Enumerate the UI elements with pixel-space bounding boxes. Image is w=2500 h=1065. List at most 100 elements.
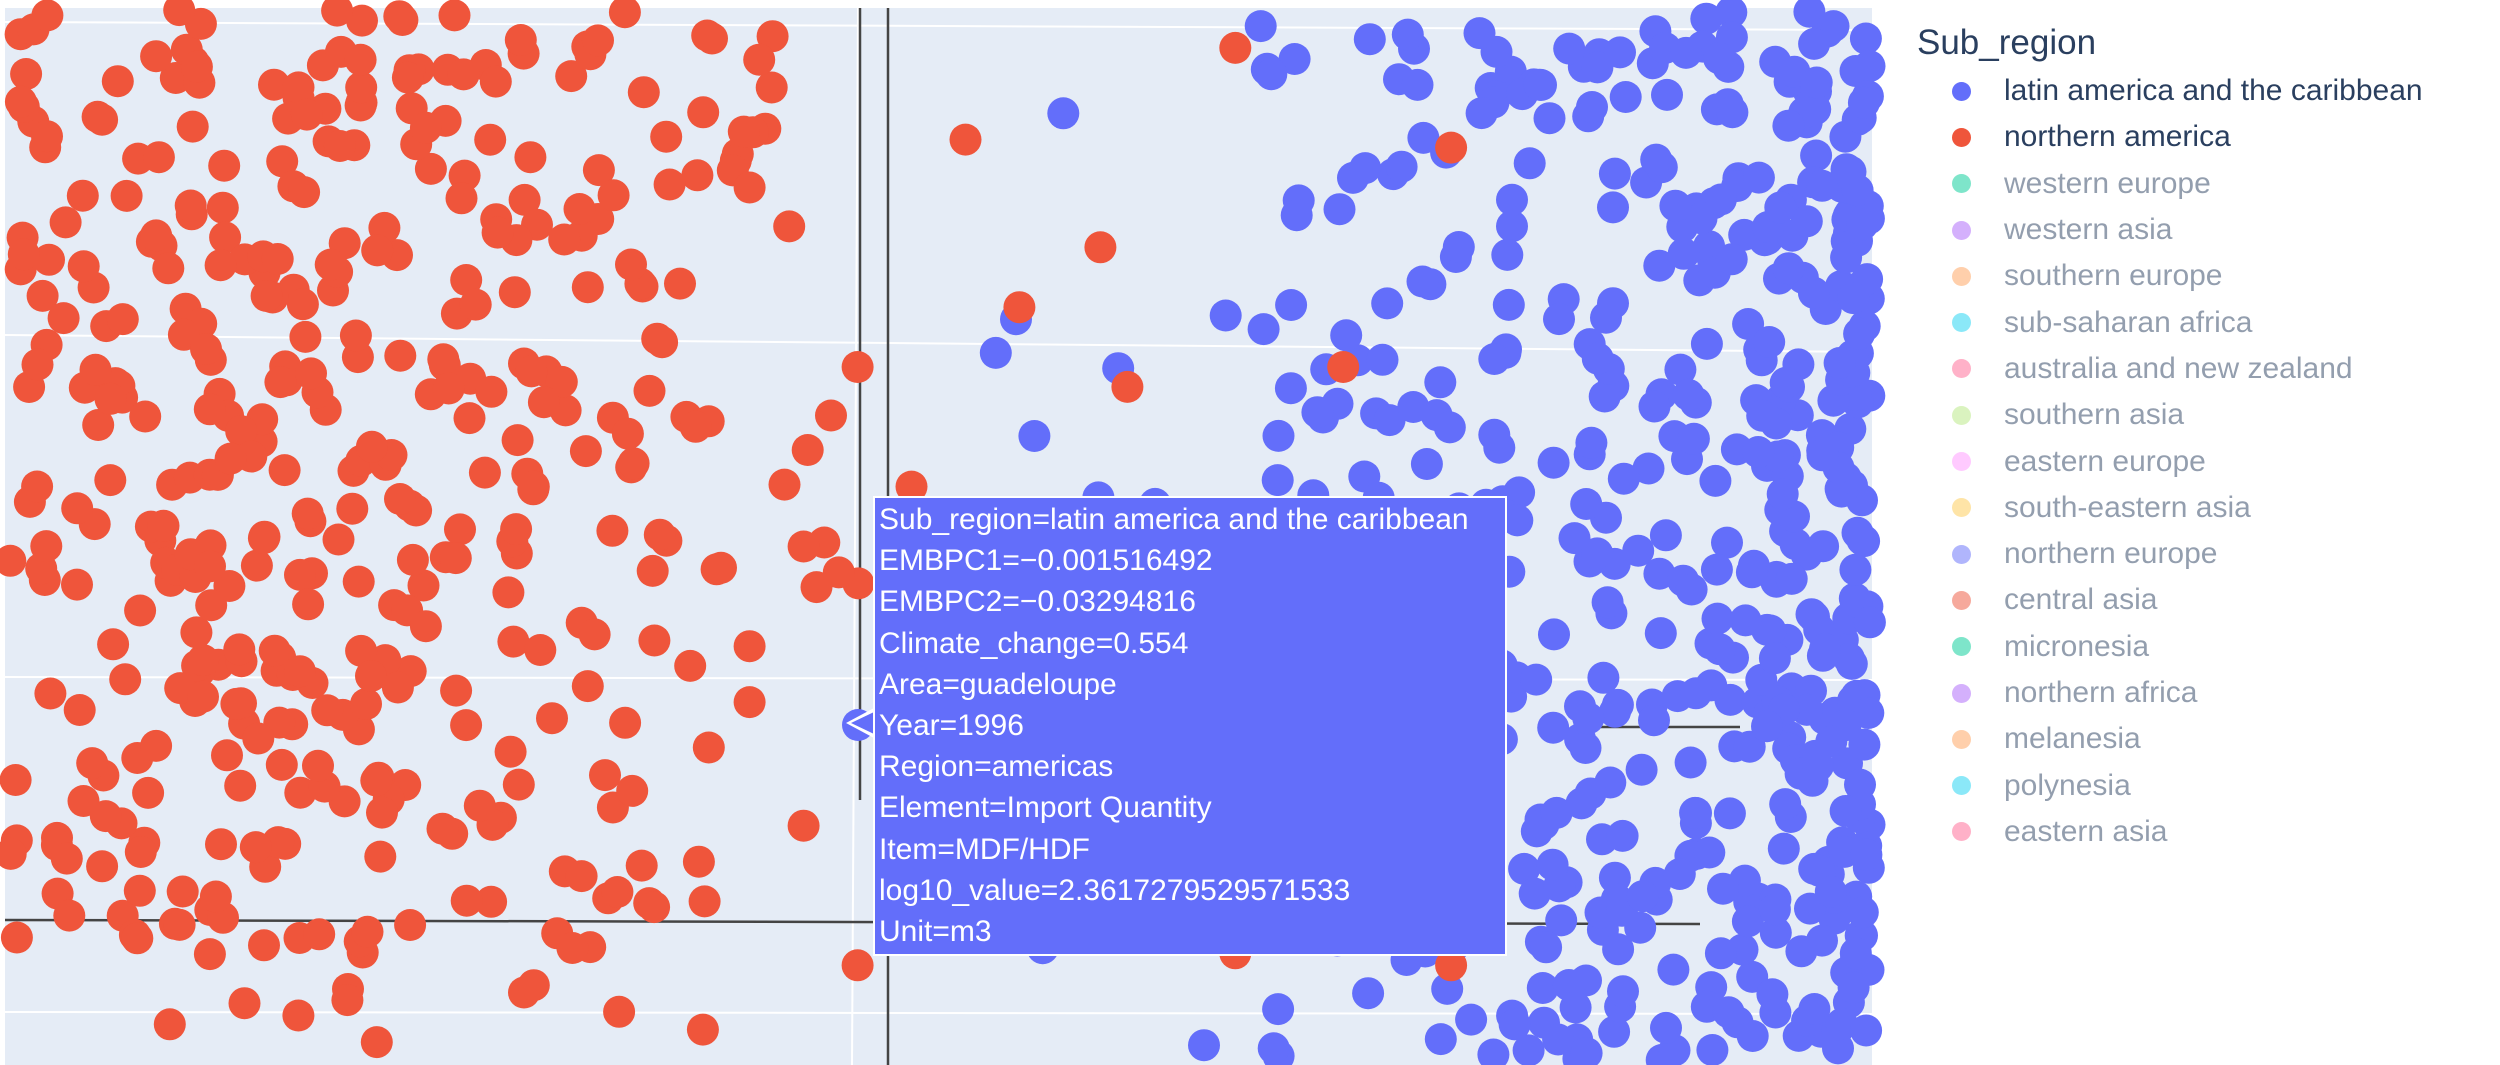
marker-latin-america[interactable] <box>1766 478 1799 510</box>
marker-latin-america[interactable] <box>1262 993 1295 1026</box>
marker-northern-america[interactable] <box>30 530 63 563</box>
marker-latin-america[interactable] <box>1209 299 1242 332</box>
marker-northern-america[interactable] <box>409 111 442 144</box>
marker-northern-america[interactable] <box>322 523 355 556</box>
marker-northern-america[interactable] <box>597 179 630 212</box>
marker-northern-america[interactable] <box>633 374 666 407</box>
marker-northern-america[interactable] <box>582 154 615 187</box>
legend-item[interactable]: eastern europe <box>1915 438 2495 484</box>
marker-latin-america[interactable] <box>1553 32 1586 65</box>
marker-latin-america[interactable] <box>1837 282 1870 315</box>
marker-latin-america[interactable] <box>1597 287 1629 320</box>
marker-northern-america[interactable] <box>569 435 602 468</box>
marker-northern-america[interactable] <box>578 618 611 651</box>
marker-latin-america[interactable] <box>1274 372 1307 405</box>
marker-latin-america[interactable] <box>1247 313 1280 346</box>
marker-northern-america[interactable] <box>674 649 707 682</box>
marker-northern-america[interactable] <box>331 984 364 1017</box>
marker-northern-america[interactable] <box>123 874 156 907</box>
marker-northern-america[interactable] <box>199 880 232 913</box>
marker-latin-america[interactable] <box>1822 1032 1854 1065</box>
marker-latin-america[interactable] <box>1570 1037 1603 1065</box>
marker-latin-america[interactable] <box>1716 96 1749 129</box>
marker-latin-america[interactable] <box>1847 86 1880 119</box>
marker-latin-america[interactable] <box>1526 972 1559 1004</box>
marker-northern-america[interactable] <box>66 179 99 212</box>
marker-northern-america[interactable] <box>10 58 43 90</box>
marker-latin-america[interactable] <box>1680 797 1712 829</box>
legend-item[interactable]: south-eastern asia <box>1915 485 2495 531</box>
legend-item[interactable]: eastern asia <box>1915 809 2495 855</box>
marker-northern-america[interactable] <box>247 522 280 555</box>
marker-latin-america[interactable] <box>1465 97 1498 130</box>
marker-latin-america[interactable] <box>1565 787 1598 820</box>
marker-latin-america[interactable] <box>1680 677 1712 710</box>
marker-northern-america[interactable] <box>383 0 416 33</box>
marker-northern-america[interactable] <box>180 616 213 649</box>
marker-northern-america[interactable] <box>611 417 644 450</box>
marker-northern-america[interactable] <box>733 686 766 719</box>
marker-northern-america[interactable] <box>224 769 257 802</box>
marker-latin-america[interactable] <box>1257 1032 1290 1065</box>
marker-northern-america[interactable] <box>682 845 715 878</box>
marker-latin-america[interactable] <box>1701 602 1734 635</box>
legend-item[interactable]: northern europe <box>1915 531 2495 577</box>
marker-latin-america[interactable] <box>1478 418 1511 451</box>
marker-northern-america[interactable] <box>524 634 557 666</box>
marker-latin-america[interactable] <box>1626 880 1659 913</box>
marker-latin-america[interactable] <box>1715 0 1748 29</box>
marker-northern-america[interactable] <box>447 58 480 91</box>
marker-latin-america[interactable] <box>1385 150 1418 183</box>
legend-item[interactable]: northern america <box>1915 114 2495 160</box>
marker-latin-america[interactable] <box>1301 396 1334 429</box>
marker-northern-america[interactable] <box>86 850 119 883</box>
marker-northern-america[interactable] <box>527 386 560 419</box>
marker-northern-america[interactable] <box>481 216 514 249</box>
marker-northern-america[interactable] <box>21 470 54 503</box>
marker-latin-america[interactable] <box>1798 27 1831 60</box>
marker-latin-america[interactable] <box>1712 996 1745 1029</box>
marker-northern-america[interactable] <box>292 588 325 621</box>
marker-latin-america[interactable] <box>1278 43 1311 75</box>
marker-latin-america[interactable] <box>1349 152 1382 185</box>
marker-northern-america[interactable] <box>0 921 33 954</box>
marker-northern-america[interactable] <box>268 454 301 487</box>
marker-latin-america[interactable] <box>1853 606 1886 639</box>
marker-northern-america[interactable] <box>282 71 315 104</box>
marker-latin-america[interactable] <box>1520 663 1553 696</box>
marker-northern-america[interactable] <box>242 722 275 755</box>
marker-northern-america[interactable] <box>34 677 67 710</box>
marker-northern-america[interactable] <box>475 885 508 918</box>
marker-northern-america[interactable] <box>756 20 789 53</box>
marker-latin-america[interactable] <box>1607 462 1640 495</box>
marker-northern-america[interactable] <box>638 624 671 657</box>
marker-northern-america[interactable] <box>295 357 327 390</box>
marker-northern-america[interactable] <box>21 348 54 381</box>
marker-latin-america[interactable] <box>1609 81 1642 113</box>
legend-item[interactable]: western asia <box>1915 207 2495 253</box>
legend-item[interactable]: southern asia <box>1915 392 2495 438</box>
marker-latin-america[interactable] <box>1599 695 1631 728</box>
marker-northern-america[interactable] <box>124 836 157 868</box>
marker-northern-america[interactable] <box>384 483 416 515</box>
marker-northern-america[interactable] <box>664 267 696 300</box>
marker-northern-america[interactable] <box>582 24 614 57</box>
marker-northern-america[interactable] <box>291 497 324 530</box>
marker-latin-america[interactable] <box>1731 905 1764 938</box>
marker-northern-america[interactable] <box>432 372 465 405</box>
marker-northern-america[interactable] <box>97 628 130 661</box>
marker-latin-america[interactable] <box>1540 796 1573 829</box>
marker-latin-america[interactable] <box>1366 343 1399 376</box>
marker-northern-america[interactable] <box>314 248 347 281</box>
marker-latin-america[interactable] <box>1558 522 1591 555</box>
marker-latin-america[interactable] <box>1785 935 1818 968</box>
marker-northern-america[interactable] <box>396 543 429 576</box>
marker-northern-america[interactable] <box>311 694 344 727</box>
marker-northern-america[interactable] <box>517 470 550 503</box>
marker-latin-america[interactable] <box>1649 519 1682 552</box>
marker-northern-america[interactable] <box>140 40 173 73</box>
marker-northern-america[interactable] <box>475 375 508 408</box>
marker-latin-america[interactable] <box>1700 553 1733 586</box>
marker-northern-america[interactable] <box>106 303 139 336</box>
marker-latin-america[interactable] <box>1597 191 1629 224</box>
